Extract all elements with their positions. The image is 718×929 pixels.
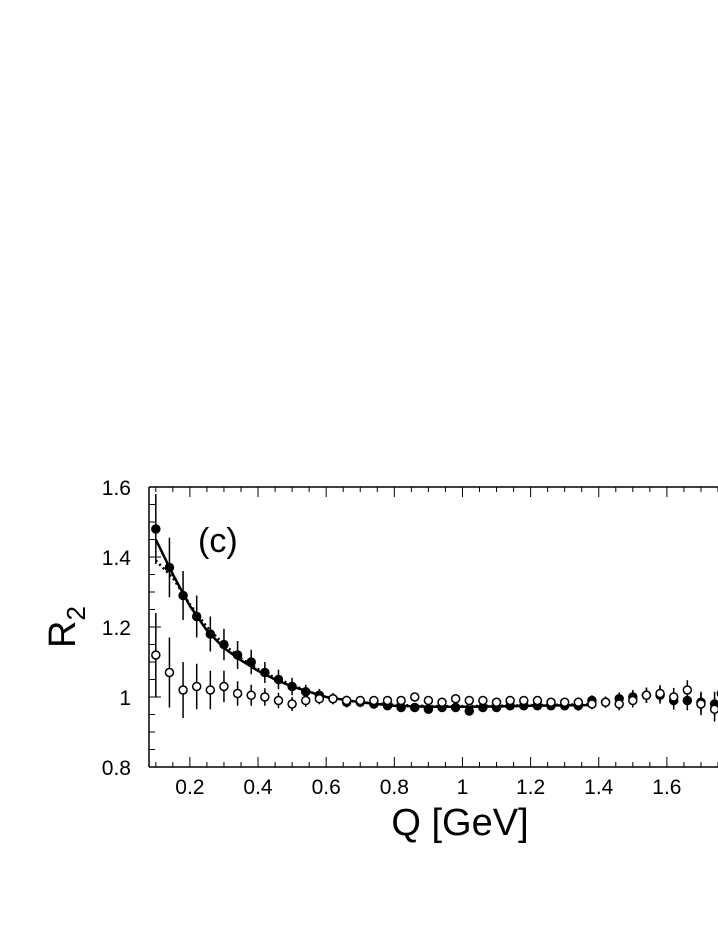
- data-point-open: [246, 690, 256, 700]
- data-point-open: [300, 695, 311, 706]
- y-tick-label: 0.8: [102, 757, 131, 780]
- data-point-filled: [205, 629, 216, 639]
- data-point-open: [341, 695, 352, 706]
- data-point-open: [232, 688, 243, 699]
- y-tick-label: 1.2: [102, 617, 131, 640]
- y-axis-title-main: R: [42, 621, 84, 648]
- data-point-filled: [450, 702, 461, 713]
- data-point-open: [355, 695, 365, 706]
- data-point-filled: [410, 702, 420, 713]
- x-tick-label: 1.6: [652, 776, 681, 799]
- data-point-open: [559, 697, 570, 707]
- data-point-open: [205, 685, 216, 695]
- data-point-filled: [232, 650, 243, 660]
- data-point-open: [587, 699, 597, 709]
- fit-curves: [154, 538, 592, 709]
- data-point-open: [273, 695, 284, 706]
- y-tick-label: 1.4: [102, 547, 132, 570]
- data-point-open: [437, 697, 447, 707]
- data-point-filled: [246, 657, 256, 667]
- data-point-open: [178, 685, 188, 695]
- data-point-open: [464, 695, 475, 706]
- data-point-open: [450, 694, 461, 704]
- data-point-open: [410, 692, 420, 702]
- fit-curve-solid: [154, 538, 592, 709]
- data-point-filled: [191, 611, 202, 622]
- panel-label: (c): [198, 522, 238, 560]
- data-point-filled: [287, 681, 297, 692]
- data-point-open: [287, 699, 297, 709]
- data-point-open: [709, 704, 718, 714]
- data-point-open: [191, 681, 202, 692]
- x-axis-title: Q [GeV]: [391, 802, 528, 844]
- data-point-filled: [219, 639, 229, 650]
- data-point-open: [219, 681, 229, 692]
- data-point-open: [369, 695, 379, 706]
- data-point-filled: [273, 674, 284, 685]
- data-point-open: [260, 692, 270, 702]
- data-points: [151, 494, 718, 722]
- data-point-open: [491, 697, 502, 707]
- data-point-open: [151, 650, 161, 660]
- data-point-open: [668, 692, 679, 702]
- data-point-filled: [423, 704, 434, 714]
- x-tick-label: 1.4: [584, 776, 614, 799]
- data-point-open: [314, 694, 325, 704]
- x-axis-ticks: 0.20.40.60.811.21.41.61.: [155, 487, 718, 799]
- data-point-open: [328, 694, 338, 704]
- data-point-filled: [151, 524, 161, 534]
- data-point-filled: [178, 590, 188, 601]
- data-point-open: [382, 695, 393, 706]
- y-tick-label: 1.6: [102, 477, 131, 500]
- data-point-open: [396, 695, 406, 706]
- data-point-open: [478, 695, 488, 706]
- data-point-filled: [260, 667, 270, 678]
- x-tick-label: 0.2: [175, 776, 204, 799]
- data-point-open: [614, 699, 624, 709]
- data-point-open: [628, 695, 638, 706]
- data-point-open: [423, 695, 434, 706]
- data-point-open: [682, 685, 693, 695]
- data-point-open: [519, 695, 529, 706]
- data-point-open: [655, 688, 665, 699]
- data-point-open: [696, 699, 706, 709]
- x-tick-label: 0.6: [312, 776, 341, 799]
- data-point-open: [600, 697, 611, 707]
- data-point-filled: [164, 562, 175, 573]
- y-tick-label: 1: [119, 687, 131, 710]
- y-axis-title-subscript: 2: [61, 606, 91, 620]
- y-axis-ticks: 0.8 1 1.2 1.4 1.6: [102, 477, 161, 780]
- data-point-open: [505, 695, 515, 706]
- data-point-open: [546, 697, 556, 707]
- x-tick-label: 1.2: [516, 776, 545, 799]
- x-tick-label: 0.4: [243, 776, 273, 799]
- x-tick-label: 0.8: [380, 776, 409, 799]
- data-point-filled: [464, 706, 475, 716]
- data-point-open: [573, 697, 584, 707]
- y-axis-title: R2: [42, 606, 91, 648]
- data-point-open: [641, 690, 652, 700]
- x-tick-label: 1: [457, 776, 469, 799]
- data-point-open: [164, 667, 175, 678]
- data-point-open: [532, 695, 543, 706]
